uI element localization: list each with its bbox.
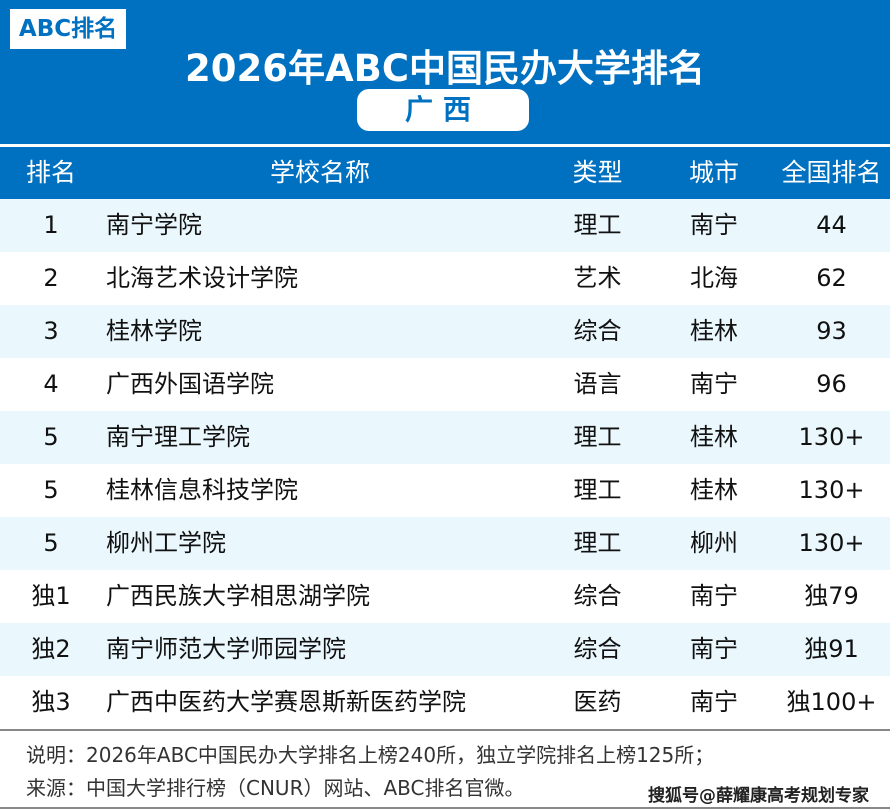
cell-type: 综合 xyxy=(573,635,622,663)
cell-city: 南宁 xyxy=(690,582,738,610)
footer: 说明：2026年ABC中国民办大学排名上榜240所，独立学院排名上榜125所； … xyxy=(0,729,890,809)
cell-national-rank: 130+ xyxy=(798,529,865,557)
cell-national-rank: 独100+ xyxy=(786,688,877,716)
table-row: 5 南宁理工学院 理工 桂林 130+ xyxy=(0,411,890,464)
cell-rank: 3 xyxy=(43,317,59,345)
cell-type: 综合 xyxy=(573,317,622,345)
cell-type: 理工 xyxy=(573,529,622,557)
cell-city: 桂林 xyxy=(690,476,738,504)
table-row: 独2 南宁师范大学师园学院 综合 南宁 独91 xyxy=(0,623,890,676)
cell-school: 桂林学院 xyxy=(106,317,202,345)
footer-source: 来源：中国大学排行榜（CNUR）网站、ABC排名官微。 xyxy=(26,776,525,800)
cell-rank: 5 xyxy=(43,529,59,557)
cell-type: 语言 xyxy=(573,370,622,398)
cell-school: 南宁师范大学师园学院 xyxy=(106,635,346,663)
cell-national-rank: 93 xyxy=(816,317,847,345)
cell-school: 广西外国语学院 xyxy=(106,370,274,398)
col-school: 学校名称 xyxy=(269,158,370,187)
table-row: 5 柳州工学院 理工 柳州 130+ xyxy=(0,517,890,570)
cell-rank: 独2 xyxy=(31,635,71,663)
cell-national-rank: 130+ xyxy=(798,423,865,451)
cell-city: 南宁 xyxy=(690,688,738,716)
cell-type: 理工 xyxy=(573,476,622,504)
header-banner: ABC排名 2026年ABC中国民办大学排名 广西 xyxy=(0,0,890,144)
cell-school: 南宁理工学院 xyxy=(106,423,250,451)
col-national-rank: 全国排名 xyxy=(781,158,882,187)
cell-city: 南宁 xyxy=(690,635,738,663)
cell-national-rank: 96 xyxy=(816,370,847,398)
table-row: 4 广西外国语学院 语言 南宁 96 xyxy=(0,358,890,411)
cell-city: 桂林 xyxy=(690,317,738,345)
cell-type: 综合 xyxy=(573,582,622,610)
table-row: 1 南宁学院 理工 南宁 44 xyxy=(0,199,890,252)
table-row: 独3 广西中医药大学赛恩斯新医药学院 医药 南宁 独100+ xyxy=(0,676,890,729)
cell-national-rank: 62 xyxy=(816,264,847,292)
cell-rank: 独3 xyxy=(31,688,71,716)
cell-city: 北海 xyxy=(690,264,738,292)
cell-school: 北海艺术设计学院 xyxy=(106,264,298,292)
cell-rank: 5 xyxy=(43,423,59,451)
col-type: 类型 xyxy=(572,158,623,187)
cell-type: 理工 xyxy=(573,423,622,451)
cell-city: 南宁 xyxy=(690,211,738,239)
cell-type: 理工 xyxy=(573,211,622,239)
cell-school: 广西民族大学相思湖学院 xyxy=(106,582,370,610)
table-row: 2 北海艺术设计学院 艺术 北海 62 xyxy=(0,252,890,305)
cell-school: 广西中医药大学赛恩斯新医药学院 xyxy=(106,688,466,716)
table-row: 5 桂林信息科技学院 理工 桂林 130+ xyxy=(0,464,890,517)
cell-city: 柳州 xyxy=(690,529,738,557)
cell-school: 南宁学院 xyxy=(106,211,202,239)
cell-national-rank: 独91 xyxy=(804,635,859,663)
cell-national-rank: 44 xyxy=(816,211,847,239)
cell-rank: 5 xyxy=(43,476,59,504)
region-badge: 广西 xyxy=(357,89,529,131)
cell-city: 桂林 xyxy=(690,423,738,451)
page-title: 2026年ABC中国民办大学排名 xyxy=(185,47,705,90)
table-row: 独1 广西民族大学相思湖学院 综合 南宁 独79 xyxy=(0,570,890,623)
cell-school: 桂林信息科技学院 xyxy=(106,476,298,504)
logo: ABC排名 xyxy=(10,9,126,49)
cell-type: 医药 xyxy=(573,688,622,716)
cell-rank: 独1 xyxy=(31,582,71,610)
cell-rank: 2 xyxy=(43,264,59,292)
cell-national-rank: 独79 xyxy=(804,582,859,610)
cell-rank: 1 xyxy=(43,211,59,239)
footer-note: 说明：2026年ABC中国民办大学排名上榜240所，独立学院排名上榜125所； xyxy=(26,743,715,767)
cell-type: 艺术 xyxy=(573,264,622,292)
cell-city: 南宁 xyxy=(690,370,738,398)
col-rank: 排名 xyxy=(25,158,76,187)
cell-rank: 4 xyxy=(43,370,59,398)
table-header: 排名 学校名称 类型 城市 全国排名 xyxy=(0,147,890,199)
cell-national-rank: 130+ xyxy=(798,476,865,504)
watermark: 搜狐号@薛耀康高考规划专家 xyxy=(648,786,869,806)
cell-school: 柳州工学院 xyxy=(106,529,226,557)
col-city: 城市 xyxy=(688,158,739,187)
table-row: 3 桂林学院 综合 桂林 93 xyxy=(0,305,890,358)
